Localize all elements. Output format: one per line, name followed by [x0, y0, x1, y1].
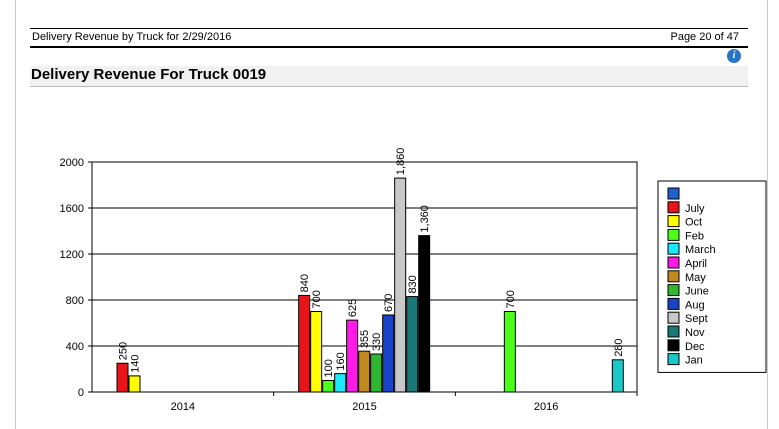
section-title: Delivery Revenue For Truck 0019 [31, 66, 267, 83]
legend-swatch [667, 242, 680, 255]
legend-label: Jan [685, 355, 703, 367]
legend-swatch [667, 311, 680, 324]
bar-2016-feb [503, 311, 516, 393]
bar-2015-may [358, 350, 371, 393]
header-bottom-rule [30, 46, 748, 48]
y-tick-label: 1600 [60, 203, 84, 215]
legend-label: May [685, 272, 706, 284]
legend-swatch [667, 201, 680, 214]
bar-value-label: 840 [299, 274, 311, 292]
bar-value-label: 625 [347, 299, 359, 317]
bar-value-label: 1,360 [419, 205, 431, 233]
legend-label: Oct [685, 217, 702, 229]
x-tick-label: 2015 [352, 401, 376, 413]
report-title: Delivery Revenue by Truck for 2/29/2016 [32, 31, 232, 43]
legend-label: March [685, 244, 716, 256]
bar-value-label: 330 [371, 333, 383, 351]
bar-value-label: 830 [407, 275, 419, 293]
bar-2016-jan [611, 359, 624, 393]
help-info-icon[interactable]: i [727, 49, 741, 63]
bar-value-label: 700 [311, 290, 323, 308]
bar-value-label: 700 [505, 290, 517, 308]
bar-2015-feb [322, 380, 335, 393]
y-tick-label: 0 [78, 387, 84, 399]
x-tick-label: 2016 [534, 401, 558, 413]
bar-2015-aug [382, 314, 395, 393]
section-band [30, 66, 748, 87]
y-tick-label: 800 [66, 295, 84, 307]
bar-2015-sept [394, 177, 407, 393]
bar-value-label: 280 [613, 338, 625, 356]
bar-2015-april [346, 319, 359, 393]
legend-swatch [667, 297, 680, 310]
legend-label: April [685, 258, 707, 270]
bar-2015-oct [310, 311, 323, 393]
bar-value-label: 355 [359, 330, 371, 348]
bar-2014-july [116, 362, 129, 393]
page-frame [15, 0, 768, 429]
legend-swatch [667, 215, 680, 228]
legend-label: Sept [685, 313, 708, 325]
legend-label: Nov [685, 327, 705, 339]
bar-value-label: 160 [335, 352, 347, 370]
legend-swatch [667, 228, 680, 241]
header-top-rule [30, 28, 748, 29]
y-tick-label: 2000 [60, 157, 84, 169]
legend-label: Aug [685, 299, 705, 311]
bar-2015-nov [406, 296, 419, 393]
legend-swatch [667, 284, 680, 297]
legend-swatch [667, 256, 680, 269]
legend-swatch [667, 353, 680, 366]
bar-value-label: 140 [130, 355, 142, 373]
legend-label: July [685, 203, 705, 215]
x-tick-label: 2014 [171, 401, 195, 413]
bar-2015-march [334, 373, 347, 393]
legend-swatch [667, 187, 680, 200]
bar-value-label: 1,860 [395, 148, 407, 176]
bar-2014-oct [128, 375, 141, 393]
bar-value-label: 100 [323, 359, 335, 377]
bar-2015-june [370, 353, 383, 393]
y-tick-label: 400 [66, 341, 84, 353]
legend-swatch [667, 339, 680, 352]
legend-swatch [667, 325, 680, 338]
legend-label: Dec [685, 341, 705, 353]
legend-swatch [667, 270, 680, 283]
y-tick-label: 1200 [60, 249, 84, 261]
page-number: Page 20 of 47 [670, 31, 739, 43]
bar-2015-dec [418, 235, 431, 393]
legend-label: Feb [685, 230, 704, 242]
bar-value-label: 670 [383, 294, 395, 312]
bar-2015-july [298, 294, 311, 393]
bar-value-label: 250 [118, 342, 130, 360]
legend-label: June [685, 286, 709, 298]
